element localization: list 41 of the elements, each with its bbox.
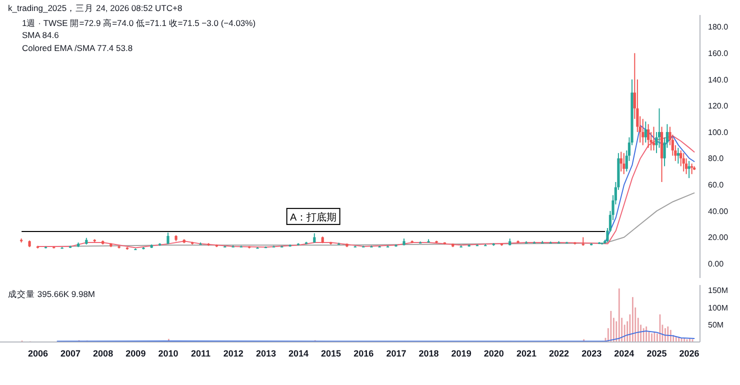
x-tick-label: 2023 xyxy=(582,348,602,358)
x-tick-label: 2014 xyxy=(288,348,309,358)
x-tick-label: 2010 xyxy=(158,348,178,358)
y-tick-label: 60.0 xyxy=(708,180,724,190)
x-tick-label: 2019 xyxy=(451,348,472,358)
y-tick-label: 0.00 xyxy=(708,259,724,268)
y-tick-label: 140.0 xyxy=(708,75,729,84)
x-tick-label: 2013 xyxy=(256,348,276,358)
y-tick-label: 150M xyxy=(708,286,728,296)
x-tick-label: 2016 xyxy=(354,348,374,358)
x-tick-label: 2024 xyxy=(614,348,634,358)
x-tick-label: 2008 xyxy=(93,348,114,358)
x-tick-label: 2022 xyxy=(549,348,570,358)
y-tick-label: 120.0 xyxy=(708,102,729,111)
x-tick-label: 2015 xyxy=(321,348,342,358)
chart-title: 1週 · TWSE xyxy=(22,18,68,28)
y-tick-label: 100M xyxy=(708,303,728,312)
y-tick-label: 160.0 xyxy=(708,48,729,58)
x-tick-label: 2021 xyxy=(516,348,537,358)
x-tick-label: 2012 xyxy=(223,348,244,358)
x-tick-label: 2007 xyxy=(60,348,81,358)
annotation: SMA 84.6 xyxy=(22,29,60,42)
x-tick-label: 2006 xyxy=(28,348,48,358)
y-tick-label: 180.0 xyxy=(708,22,729,32)
y-tick-label: 80.0 xyxy=(708,154,724,164)
y-tick-label: 20.00 xyxy=(708,233,729,242)
chart-subtitle: k_trading_2025，三月 24, 2026 08:52 UTC+8 xyxy=(8,2,184,14)
y-tick-label: 50M xyxy=(708,320,724,330)
y-tick-label: 40.00 xyxy=(708,206,729,216)
x-tick-label: 2025 xyxy=(646,348,667,358)
annotation: 開=72.9 高=74.0 低=71.1 收=71.5 −3.0 (−4.03%) xyxy=(70,18,256,28)
annotation: Colored EMA /SMA 77.4 53.8 xyxy=(22,42,134,54)
x-tick-label: 2018 xyxy=(418,348,439,358)
x-tick-label: 2020 xyxy=(484,348,504,358)
x-tick-label: 2026 xyxy=(679,348,700,358)
series-label: A：打底期 xyxy=(290,211,337,224)
x-tick-label: 2011 xyxy=(191,348,211,358)
annotation: 成交量 395.66K 9.98M xyxy=(8,288,96,300)
x-tick-label: 2009 xyxy=(126,348,146,358)
y-tick-label: 100.0 xyxy=(708,128,729,137)
x-tick-label: 2017 xyxy=(386,348,406,358)
